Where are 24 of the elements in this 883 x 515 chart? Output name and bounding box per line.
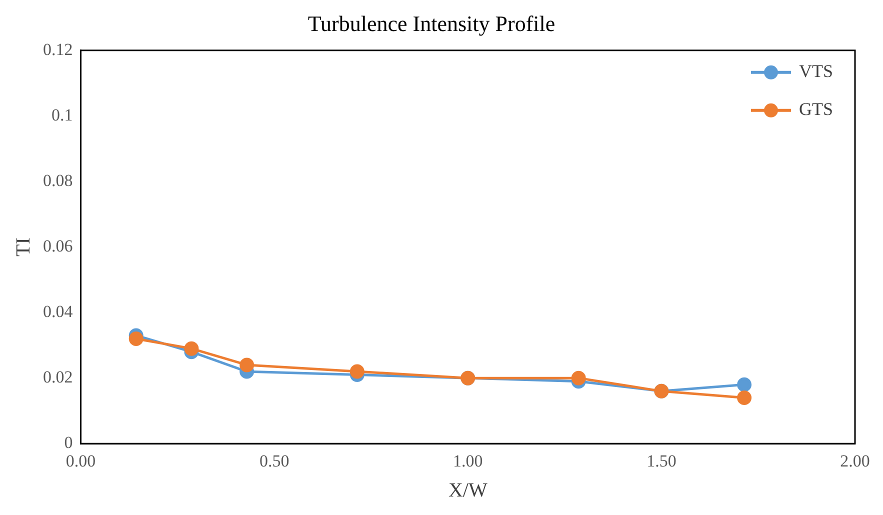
chart-title: Turbulence Intensity Profile	[308, 10, 556, 36]
y-tick-label: 0.04	[43, 302, 74, 321]
point	[350, 364, 364, 379]
legend-label: GTS	[798, 99, 834, 120]
point	[184, 341, 199, 356]
x-tick-label: 1.50	[646, 451, 676, 470]
y-tick-label: 0	[64, 433, 73, 452]
point	[571, 370, 586, 386]
x-tick-label: 0.50	[259, 451, 290, 470]
y-tick-label: 0.02	[43, 368, 73, 387]
point	[128, 331, 144, 346]
y-axis-title: TI	[12, 238, 34, 256]
point	[737, 390, 752, 405]
legend-label: VTS	[798, 61, 834, 82]
y-tick-label: 0.06	[43, 236, 73, 256]
y-tick-label: 0.1	[52, 105, 73, 124]
x-tick-label: 2.00	[840, 451, 870, 470]
y-tick-label: 0.12	[43, 40, 73, 59]
x-tick-label: 1.00	[453, 451, 483, 470]
point	[737, 377, 752, 392]
y-tick-label: 0.08	[43, 170, 73, 190]
point	[240, 358, 254, 372]
x-axis-title: X/W	[448, 479, 488, 502]
x-tick-label: 0.00	[66, 451, 96, 470]
